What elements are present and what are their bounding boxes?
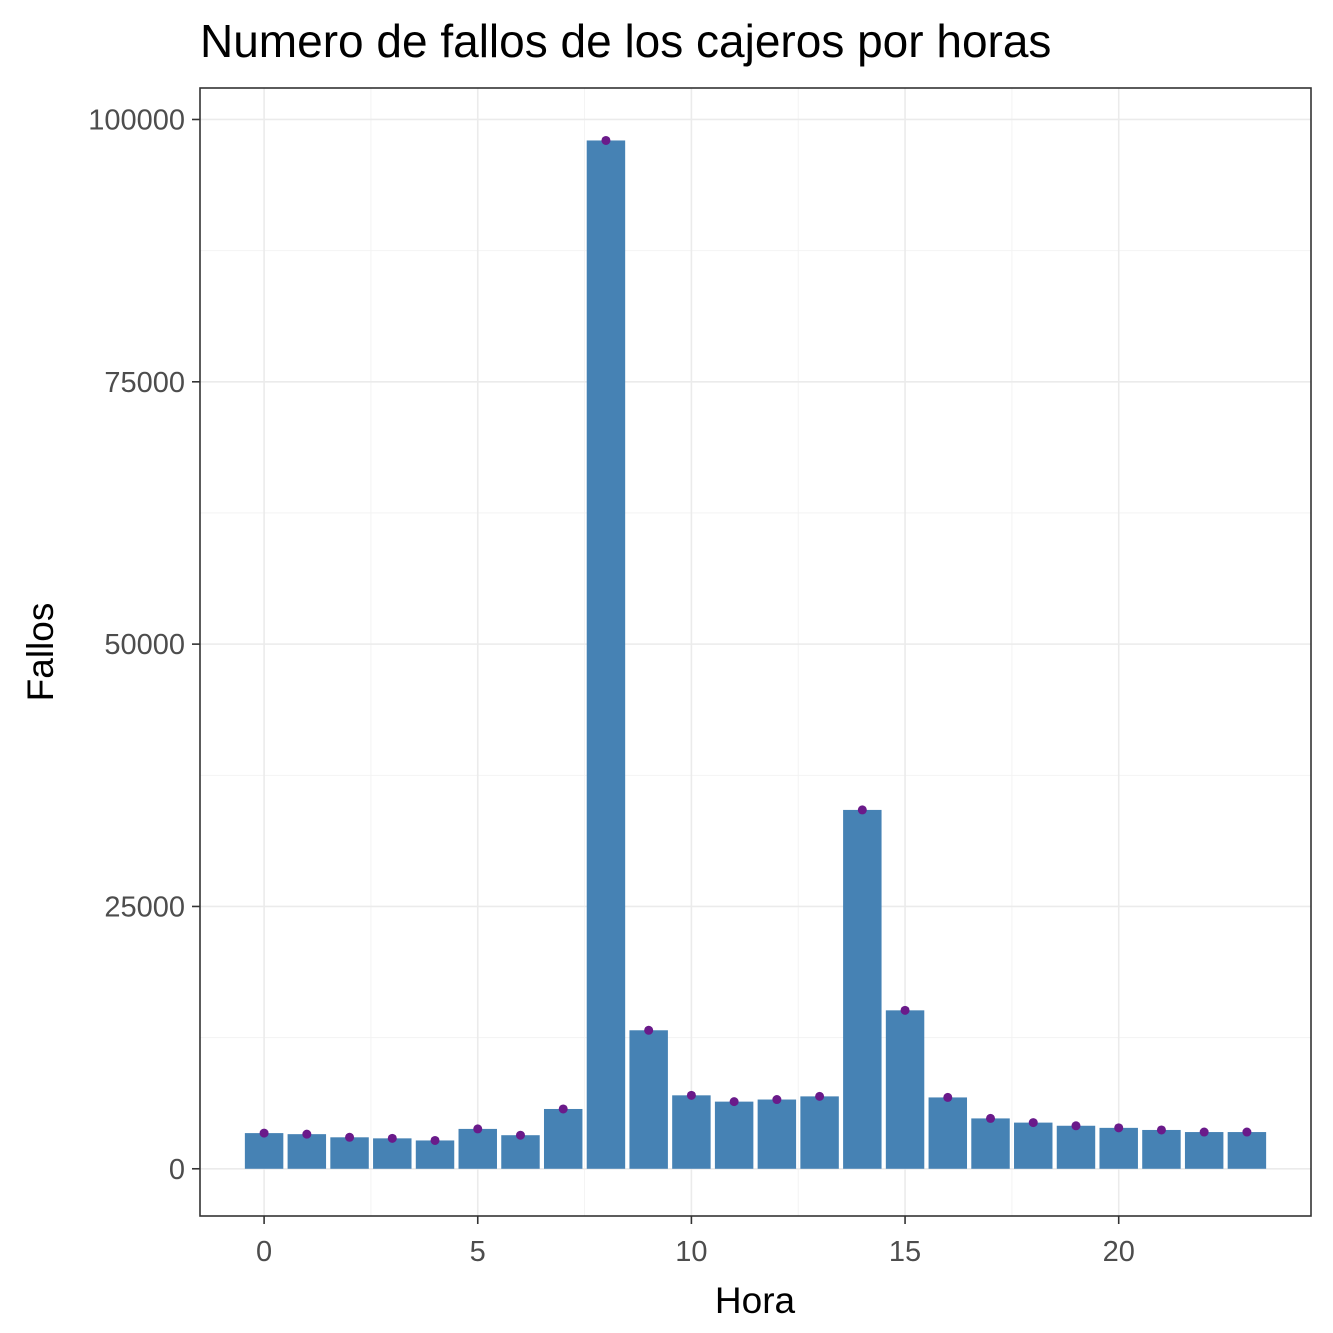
x-tick-label: 5 [470,1236,486,1268]
bar [1014,1122,1053,1169]
data-point [558,1104,568,1114]
bar [1099,1127,1138,1169]
bar [971,1118,1010,1169]
data-point [473,1124,483,1134]
y-axis-title: Fallos [20,603,61,702]
data-point [857,805,867,815]
data-point [302,1129,312,1139]
data-point [1156,1125,1166,1135]
bar [757,1099,797,1169]
bar [672,1095,711,1169]
bar [629,1030,668,1169]
bar [928,1097,968,1169]
data-point [1071,1121,1081,1131]
bars [244,140,1267,1169]
data-point [515,1130,525,1140]
panel-border [199,87,1312,1217]
bar [586,140,626,1169]
y-axis: 0 25000 50000 75000 100000 [88,104,200,1186]
x-axis: 0 5 10 15 20 [256,1216,1135,1268]
bar [843,809,882,1169]
data-point [387,1133,397,1143]
data-point [686,1090,696,1100]
bar [1227,1132,1267,1169]
data-point [729,1097,739,1107]
bar [885,1010,925,1169]
data-point [772,1095,782,1105]
points [259,135,1252,1145]
bar [1142,1129,1181,1169]
bar [244,1133,284,1169]
gridlines [200,88,1311,1216]
bar [287,1134,327,1169]
bar [800,1096,839,1169]
bar [373,1138,412,1169]
data-point [430,1135,440,1145]
chart-title: Numero de fallos de los cajeros por hora… [200,15,1051,67]
bar [543,1108,583,1169]
data-point [259,1128,269,1138]
data-point [943,1092,953,1102]
data-point [1114,1123,1124,1133]
x-tick-label: 15 [889,1236,921,1268]
x-tick-label: 0 [256,1236,272,1268]
data-point [815,1091,825,1101]
data-point [1242,1127,1252,1137]
bar [458,1128,497,1169]
bar [1056,1125,1096,1169]
data-point [900,1005,910,1015]
bar [714,1101,754,1169]
data-point [986,1113,996,1123]
x-tick-label: 10 [675,1236,707,1268]
y-tick-label: 0 [169,1154,185,1186]
data-point [601,135,611,145]
y-tick-label: 25000 [104,891,185,923]
x-tick-label: 20 [1103,1236,1135,1268]
y-tick-label: 100000 [88,104,185,136]
data-point [1028,1118,1038,1128]
bar [415,1140,455,1169]
data-point [1199,1127,1209,1137]
y-tick-label: 75000 [104,367,185,399]
data-point [644,1025,654,1035]
data-point [345,1132,355,1142]
y-tick-label: 50000 [104,629,185,661]
bar [1184,1132,1224,1169]
bar [501,1135,540,1169]
bar [330,1137,369,1169]
x-axis-title: Hora [715,1280,796,1321]
